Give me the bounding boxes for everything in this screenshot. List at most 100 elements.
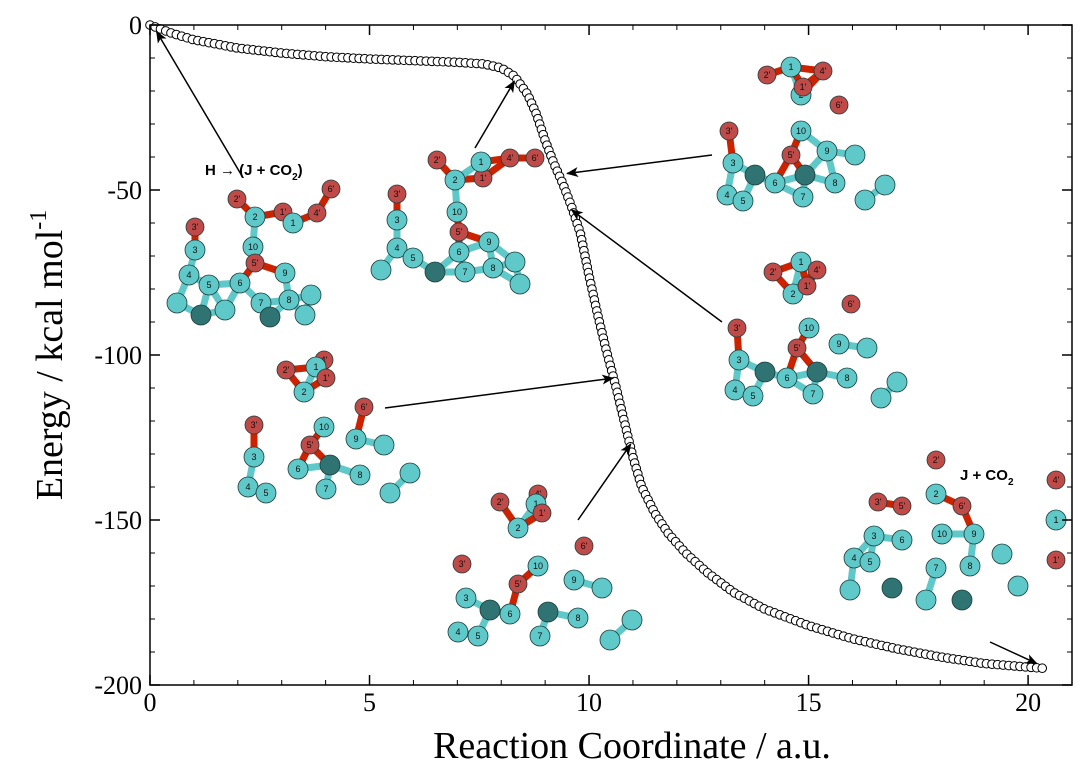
atom-label: 2: [790, 289, 795, 299]
oxygen-atom: [321, 179, 341, 199]
atom-label: 2: [301, 387, 306, 397]
y-tick-label: -100: [94, 341, 142, 370]
annotation-arrow: [384, 374, 615, 409]
carbon-atom: [370, 259, 392, 281]
atom-label: 10: [452, 207, 462, 217]
carbon-atom: [373, 434, 395, 456]
atom-label: 3': [192, 222, 199, 232]
atom-label: 1: [798, 257, 803, 267]
atom-label: 2': [234, 194, 241, 204]
carbon-atom: [742, 385, 764, 407]
atom-label: 6': [836, 100, 843, 110]
oxygen-atom: [926, 450, 946, 470]
atom-label: 8: [575, 613, 580, 623]
x-axis-label: Reaction Coordinate / a.u.: [433, 725, 831, 767]
oxygen-atom: [276, 360, 296, 380]
carbon-atom: [806, 361, 828, 383]
annotation-initial-state: H → (J + CO2): [205, 162, 303, 183]
atom-label: 6: [772, 178, 777, 188]
annotation-final-state: J + CO2: [960, 467, 1014, 488]
atom-label: 8: [286, 295, 291, 305]
atom-label: 3': [726, 126, 733, 136]
atom-label: 1: [1053, 515, 1058, 525]
atom-label: 2: [452, 175, 457, 185]
atom-label: 1': [1053, 555, 1060, 565]
carbon-atom: [184, 239, 206, 261]
molecule-structure-s7: 3' 3 4 5 5' 6 2' 2 10 6' 9 7 8 4' 1 1': [839, 450, 1067, 611]
atom-label: 10: [248, 242, 258, 252]
oxygen-atom: [763, 262, 783, 282]
oxygen-atom: [316, 368, 336, 388]
oxygen-atom: [829, 95, 849, 115]
carbon-atom: [529, 625, 551, 647]
atom-label: 10: [937, 529, 947, 539]
atom-label: 4: [455, 627, 460, 637]
carbon-atom: [379, 482, 401, 504]
carbon-atom: [478, 231, 500, 253]
atom-label: 1: [533, 499, 538, 509]
carbon-atom: [178, 264, 200, 286]
atom-label: 5': [456, 227, 463, 237]
atom-label: 3': [459, 559, 466, 569]
y-tick-label: -200: [94, 671, 142, 700]
oxygen-atom: [813, 61, 833, 81]
oxygen-atom: [787, 338, 807, 358]
y-axis-label-superscript: -1: [26, 210, 52, 230]
carbon-atom: [537, 601, 559, 623]
atom-label: 5': [252, 258, 259, 268]
oxygen-atom: [719, 121, 739, 141]
carbon-atom: [259, 306, 281, 328]
atom-label: 1': [539, 508, 546, 518]
atom-label: 4: [732, 385, 737, 395]
oxygen-atom: [797, 276, 817, 296]
carbon-atom: [229, 272, 251, 294]
annotation-arrow: [566, 154, 713, 178]
carbon-atom: [315, 478, 337, 500]
oxygen-atom: [525, 148, 545, 168]
carbon-atom: [313, 416, 335, 438]
carbon-atom: [479, 599, 501, 621]
molecule-structure-s1: 3' 3 4 5 10 2 2' 1'1 4' 6' 5' 6 9 7 8: [166, 179, 341, 328]
carbon-atom: [839, 579, 861, 601]
oxygen-atom: [781, 145, 801, 165]
carbon-atom: [527, 555, 549, 577]
atom-label: 3: [730, 158, 735, 168]
carbon-atom: [744, 164, 766, 186]
annotation-arrow: [577, 443, 632, 521]
atom-label: 4: [724, 190, 729, 200]
carbon-atom: [198, 274, 220, 296]
carbon-atom: [959, 555, 981, 577]
carbon-atom: [509, 273, 531, 295]
carbon-atom: [386, 237, 408, 259]
atom-label: 3: [463, 593, 468, 603]
carbon-atom: [754, 361, 776, 383]
y-tick-label: -150: [94, 506, 142, 535]
atom-label: 9: [836, 339, 841, 349]
carbon-atom: [828, 333, 850, 355]
atom-label: 9: [353, 434, 358, 444]
atom-label: 6: [237, 278, 242, 288]
oxygen-atom: [354, 397, 374, 417]
carbon-atom: [282, 212, 304, 234]
carbon-atom: [599, 629, 621, 651]
atom-label: 6': [848, 299, 855, 309]
carbon-atom: [402, 247, 424, 269]
carbon-atom: [274, 262, 296, 284]
oxygen-atom: [452, 554, 472, 574]
atom-label: 6': [959, 501, 966, 511]
atom-label: 7: [462, 267, 467, 277]
atom-label: 3': [734, 323, 741, 333]
carbon-atom: [563, 569, 585, 591]
x-tick-label: 10: [576, 688, 602, 717]
atom-label: 8: [967, 561, 972, 571]
atom-label: 6: [456, 247, 461, 257]
atom-label: 10: [533, 561, 543, 571]
atom-label: 2: [252, 212, 257, 222]
atom-label: 1: [290, 218, 295, 228]
carbon-atom: [951, 589, 973, 611]
carbon-atom: [399, 462, 421, 484]
atom-label: 3: [251, 452, 256, 462]
atom-label: 7: [323, 484, 328, 494]
oxygen-atom: [185, 217, 205, 237]
